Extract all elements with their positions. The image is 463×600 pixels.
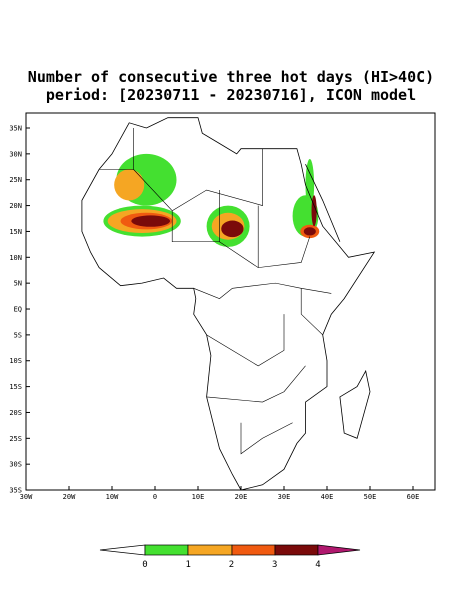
colorbar-high [317, 544, 361, 556]
lat-label: 10S [9, 357, 22, 365]
lon-label: 10E [192, 493, 205, 501]
lon-label: 60E [407, 493, 420, 501]
lat-label: 25N [9, 176, 22, 184]
lat-label: 35S [9, 487, 22, 495]
lon-label: 0 [153, 493, 157, 501]
border [193, 282, 332, 299]
border [300, 288, 323, 336]
lat-label: 10N [9, 254, 22, 262]
border [206, 314, 285, 367]
lat-label: 35N [9, 125, 22, 133]
colorbar-segment [144, 544, 189, 556]
madagascar [339, 369, 371, 439]
lat-label: 30N [9, 150, 22, 158]
border [171, 210, 311, 268]
subtitle: period: [20230711 - 20230716], ICON mode… [46, 86, 416, 104]
hot-areas [103, 153, 320, 247]
lon-label: 10W [106, 493, 119, 501]
hot-area [221, 220, 244, 238]
lon-label: 20W [63, 493, 76, 501]
lon-label: 30W [20, 493, 33, 501]
arabia-coast [305, 164, 341, 242]
lat-label: 15N [9, 228, 22, 236]
lat-label: 5S [14, 331, 22, 339]
coastline [81, 117, 376, 491]
hot-area [131, 215, 171, 227]
lat-label: EQ [14, 306, 22, 314]
lat-label: 30S [9, 461, 22, 469]
lat-label: 25S [9, 435, 22, 443]
title: Number of consecutive three hot days (HI… [28, 68, 434, 86]
lat-label: 20N [9, 202, 22, 210]
hot-area [303, 227, 316, 236]
lon-label: 50E [364, 493, 377, 501]
colorbar-label: 3 [272, 560, 277, 570]
border [240, 422, 293, 455]
hot-area [305, 159, 315, 211]
lat-label: 5N [14, 280, 22, 288]
colorbar-label: 2 [229, 560, 234, 570]
lat-label: 15S [9, 383, 22, 391]
colorbar-label: 1 [186, 560, 191, 570]
axes: 35N 30N 25N 20N 15N 10N 5N EQ 5S 10S 15S 20S 25S 30S 3… [9, 125, 419, 502]
hot-area [114, 169, 145, 201]
colorbar-segment [231, 544, 276, 556]
map-frame [25, 112, 436, 491]
lon-label: 30E [278, 493, 291, 501]
africa [81, 117, 376, 491]
lon-label: 20E [235, 493, 248, 501]
lon-label: 40E [321, 493, 334, 501]
colorbar-segment [187, 544, 233, 556]
border [206, 365, 306, 403]
colorbar-low [99, 544, 146, 556]
colorbar-label: 0 [142, 560, 147, 570]
border [133, 128, 263, 212]
lat-label: 20S [9, 409, 22, 417]
colorbar-segment [274, 544, 319, 556]
colorbar: 0 1 2 3 4 [99, 544, 361, 570]
colorbar-label: 4 [315, 560, 320, 570]
